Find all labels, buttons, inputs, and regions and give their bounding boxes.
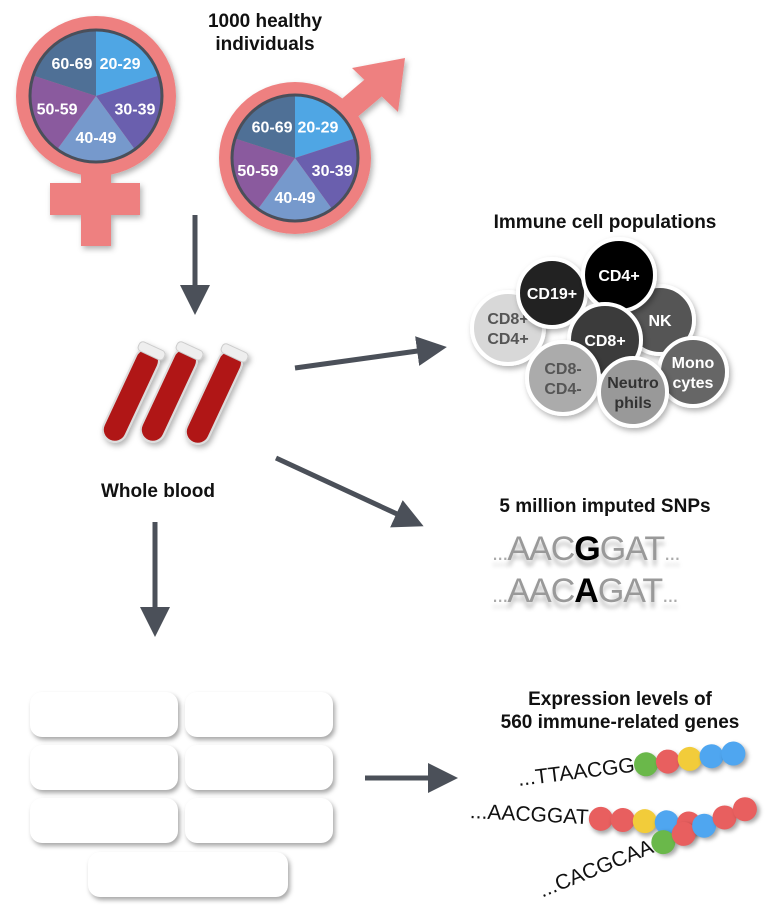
cell-label: CD8+	[584, 333, 625, 350]
pie-slice-30-39	[295, 138, 358, 209]
pie-label: 40-49	[275, 190, 316, 207]
cell-label: phils	[614, 395, 651, 412]
pie-border	[230, 93, 360, 223]
whole-blood-label: Whole blood	[101, 481, 215, 502]
stimulus-seb: SEB	[185, 798, 333, 843]
pie-slice-40-49	[57, 96, 135, 163]
cell-label: CD8-	[544, 361, 581, 378]
pie-slice-50-59	[232, 138, 295, 209]
arrow-to-cells	[294, 336, 447, 371]
cell-label: CD19+	[527, 286, 577, 303]
stimulus-e-coli: E. coli	[30, 692, 178, 737]
cohort-title-line2: individuals	[215, 34, 315, 55]
stimulus-non-stimulated: Non stimulated	[88, 852, 288, 897]
pie-label: 50-59	[37, 102, 78, 119]
ellipsis: ...	[662, 582, 678, 607]
pie-slice-30-39	[96, 75, 162, 150]
ellipsis: ...	[664, 540, 680, 565]
pie-label: 20-29	[100, 56, 141, 73]
pie-label: 30-39	[114, 102, 155, 119]
pie-slice-60-69	[33, 30, 96, 96]
pie-slice-60-69	[235, 95, 295, 158]
cell-label: CD4+	[487, 331, 528, 348]
snps-title: 5 million imputed SNPs	[499, 496, 711, 517]
pie-label: 60-69	[252, 119, 293, 136]
cell-label: CD8+	[487, 311, 528, 328]
cell-monocytes: Mono cytes	[657, 336, 729, 408]
immune-cell-cluster: CD8+CD4+CD19+NKCD4+CD8+CD8-CD4-Monocytes…	[470, 237, 729, 428]
ellipsis: ...	[492, 540, 508, 565]
cell-cd4: CD4+	[581, 237, 657, 313]
stimulus-s-aureus: S. aureus	[30, 745, 178, 790]
stimulus-bcg: BCG	[30, 798, 178, 843]
pie-slice-40-49	[257, 158, 333, 222]
pie-label: 60-69	[51, 56, 92, 73]
snp-seq: GAT	[599, 530, 665, 568]
snp-row-2: ...AACAGAT...	[492, 572, 679, 611]
snp-seq: AAC	[507, 572, 575, 610]
cells-title: Immune cell populations	[493, 212, 717, 233]
expression-dot	[631, 808, 658, 834]
cell-cd8cd4: CD8- CD4-	[525, 340, 601, 416]
cell-label: Neutro	[607, 375, 659, 392]
pie-label: 30-39	[312, 163, 353, 180]
expression-dot	[720, 740, 748, 767]
snp-allele: G	[574, 530, 600, 568]
arrow-to-snps	[274, 455, 424, 528]
snp-seq: GAT	[597, 572, 663, 610]
ellipsis: ...	[492, 582, 508, 607]
expression-title: Expression levels of 560 immune-related …	[470, 688, 770, 734]
snp-allele: A	[574, 572, 599, 610]
pie-border	[28, 28, 164, 164]
stimulus-influenza: Influenza	[185, 745, 333, 790]
expression-title-line1: Expression levels of	[528, 689, 712, 710]
blood-tubes-icon	[101, 341, 249, 445]
expression-dot	[587, 806, 614, 832]
pie-label: 20-29	[297, 119, 338, 136]
expression-dot	[609, 807, 636, 833]
stimulus-c-albicans: C. albicans	[185, 692, 333, 737]
pie-slice-20-29	[295, 95, 355, 158]
cohort-title: 1000 healthy individuals	[180, 10, 350, 56]
female-age-pie: 20-29 30-39 40-49 50-59 60-69	[28, 28, 164, 164]
pie-label: 40-49	[76, 130, 117, 147]
pie-slice-50-59	[30, 75, 96, 150]
cell-neutrophils: Neutro phils	[597, 356, 669, 428]
cell-label: NK	[648, 313, 672, 330]
cell-label: cytes	[673, 375, 714, 392]
pie-label: 50-59	[237, 163, 278, 180]
male-age-pie: 20-29 30-39 40-49 50-59 60-69	[230, 93, 360, 223]
snp-row-1: ...AACGGAT...	[492, 530, 680, 569]
cell-label: Mono	[672, 355, 715, 372]
pie-slice-20-29	[96, 30, 159, 96]
snp-seq: AAC	[507, 530, 575, 568]
cell-label: CD4+	[598, 268, 639, 285]
cohort-title-line1: 1000 healthy	[207, 11, 323, 32]
cell-label: CD4-	[544, 381, 581, 398]
expression-title-line2: 560 immune-related genes	[500, 712, 740, 733]
